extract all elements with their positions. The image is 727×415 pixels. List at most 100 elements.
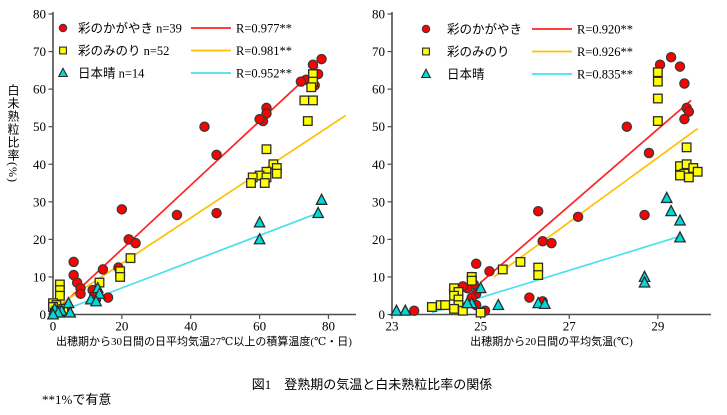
y-tick-label: 0 (379, 307, 386, 322)
data-point-square (115, 271, 126, 282)
data-point-triangle (660, 191, 673, 204)
legend-r-label: R=0.952** (236, 67, 292, 81)
data-point-triangle (492, 298, 505, 311)
data-point-triangle (315, 192, 328, 205)
trend-line (71, 212, 319, 308)
data-point-square (466, 275, 477, 286)
y-tick-label: 80 (372, 7, 385, 22)
data-point-circle (58, 23, 68, 33)
legend-r-label: R=0.977** (236, 22, 292, 36)
legend-label: 彩のみのり (447, 45, 510, 59)
data-point-square (533, 270, 544, 281)
data-point-square (54, 290, 65, 301)
data-point-circle (679, 113, 690, 125)
data-point-circle (524, 292, 535, 303)
scatter-series (46, 192, 328, 320)
x-tick-label: 20 (115, 319, 128, 334)
data-point-circle (679, 78, 690, 89)
data-point-triangle (62, 296, 75, 309)
x-tick-label: 25 (474, 319, 487, 334)
data-point-circle (211, 207, 222, 219)
x-tick-label: 29 (651, 319, 664, 334)
y-tick-label: 30 (372, 194, 385, 209)
y-tick-label: 40 (372, 157, 385, 172)
data-point-square (261, 144, 272, 155)
data-point-square (681, 142, 692, 153)
left-chart: 0 20 40 60 80 0 10 20 30 40 50 60 70 80 彩のかがやき n=39 R=0… (33, 7, 356, 334)
data-point-square (652, 116, 663, 127)
data-point-triangle (89, 294, 103, 307)
y-tick-label: 70 (33, 44, 46, 59)
figure-footnote: **1%で有意 (42, 392, 112, 407)
data-point-square (497, 264, 508, 275)
data-point-triangle (390, 303, 403, 316)
trend-line (493, 127, 699, 278)
data-point-square (259, 178, 270, 188)
data-point-circle (643, 147, 655, 159)
legend: 彩のかがやき n=39 R=0.977** 彩のみのり n=52 R=0.981** 日… (57, 21, 292, 81)
data-point-circle (316, 53, 327, 65)
data-point-square (302, 116, 313, 127)
data-point-circle (683, 106, 695, 117)
data-point-circle (674, 61, 686, 72)
data-point-triangle (673, 213, 687, 226)
legend-label: 日本晴 n=14 (78, 67, 145, 81)
data-point-triangle (420, 68, 432, 79)
y-tick-label: 10 (372, 269, 385, 284)
data-point-square (449, 303, 459, 314)
legend-label: 彩のみのり n=52 (78, 44, 169, 58)
y-tick-label: 20 (372, 232, 385, 247)
data-point-square (299, 95, 310, 106)
legend-r-label: R=0.926** (577, 45, 633, 59)
data-point-triangle (474, 281, 487, 294)
data-point-circle (295, 76, 307, 87)
data-point-square (308, 95, 318, 106)
data-point-circle (97, 264, 109, 275)
data-point-triangle (311, 206, 325, 219)
data-point-square (652, 93, 663, 104)
data-point-circle (532, 205, 544, 217)
data-point-circle (639, 209, 650, 221)
y-tick-label: 30 (33, 194, 46, 209)
data-point-triangle (253, 232, 266, 245)
data-point-square (426, 302, 437, 312)
y-tick-label: 10 (33, 269, 46, 284)
y-tick-label: 0 (40, 307, 47, 322)
trend-line (61, 114, 347, 304)
data-point-circle (665, 51, 677, 63)
legend-r-label: R=0.920** (577, 23, 633, 37)
trend-line (480, 99, 692, 284)
data-point-square (515, 256, 526, 267)
data-point-circle (254, 113, 265, 125)
y-tick-label: 60 (372, 82, 385, 97)
y-axis-title: 白未熟粒比率(%) (6, 84, 20, 183)
legend: 彩のかがやき R=0.920** 彩のみのり R=0.926** 日本晴 R=0.835*… (420, 22, 633, 82)
scatter-series (390, 191, 687, 316)
x-axis-title-right: 出穂期から20日間の平均気温(℃) (470, 336, 633, 348)
data-point-circle (211, 149, 222, 161)
data-point-square (683, 172, 694, 183)
data-point-square (59, 46, 67, 55)
data-point-triangle (93, 286, 106, 299)
x-tick-label: 40 (184, 319, 197, 334)
data-point-square (271, 168, 282, 179)
x-tick-label: 60 (253, 319, 266, 334)
data-point-circle (537, 236, 548, 247)
data-point-circle (116, 204, 128, 215)
data-point-square (246, 178, 256, 188)
x-tick-label: 27 (563, 319, 577, 334)
y-tick-label: 50 (33, 119, 46, 134)
data-point-triangle (538, 296, 552, 310)
data-point-square (306, 82, 317, 93)
data-point-triangle (46, 307, 60, 320)
data-point-circle (421, 24, 431, 34)
data-point-circle (75, 288, 86, 300)
legend-label: 彩のかがやき n=39 (78, 21, 182, 36)
x-tick-label: 80 (322, 319, 335, 334)
data-point-triangle (253, 215, 266, 228)
data-point-square (475, 307, 486, 318)
legend-label: 彩のかがやき (447, 22, 522, 37)
data-point-circle (470, 258, 482, 270)
